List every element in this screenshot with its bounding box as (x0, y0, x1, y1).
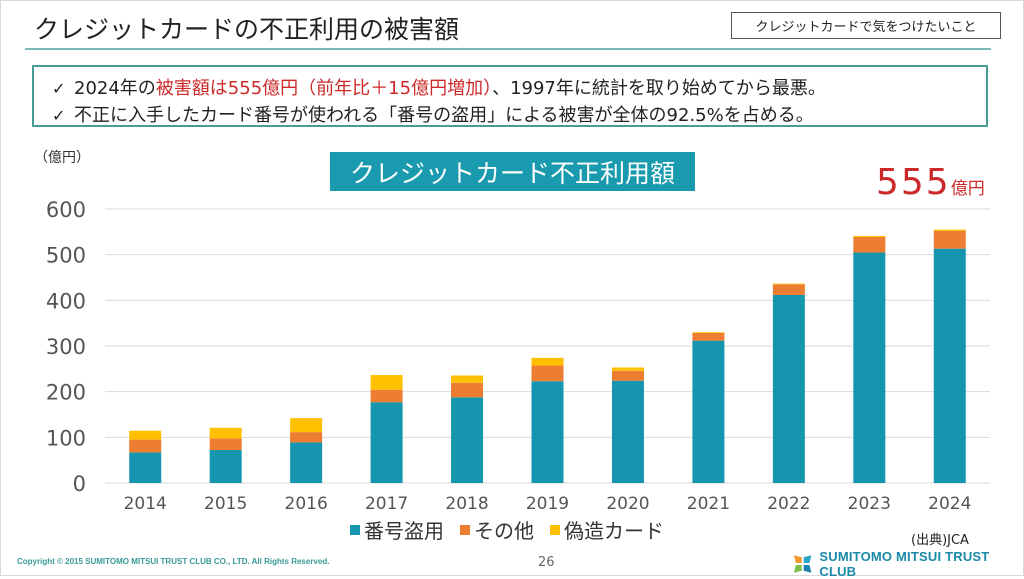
bar-segment-2020 (611, 367, 644, 371)
bar-segment-2015 (209, 438, 242, 451)
bar-segment-2018 (451, 375, 484, 383)
legend-label: 偽造カード (564, 519, 664, 543)
bar-segment-2020 (611, 380, 644, 483)
legend-swatch (550, 524, 560, 535)
copyright-text: Copyright © 2015 SUMITOMO MITSUI TRUST C… (17, 557, 330, 566)
y-tick-label: 0 (73, 472, 86, 496)
y-tick-label: 400 (46, 289, 86, 313)
source-note: (出典)JCA (911, 533, 969, 548)
total-callout: 555億円 (876, 162, 985, 203)
bar-segment-2019 (531, 357, 564, 366)
topic-tag-button[interactable]: クレジットカードで気をつけたいこと (731, 12, 1001, 39)
legend-label: 番号盗用 (364, 519, 444, 543)
summary-line-2: ✓ 不正に入手したカード番号が使われる「番号の盗用」による被害が全体の92.5%を… (52, 101, 814, 127)
bar-segment-2017 (370, 375, 403, 390)
bar-segment-2014 (129, 430, 162, 440)
bar-segment-2021 (692, 332, 725, 333)
legend-item: その他 (460, 515, 534, 544)
chart-title: クレジットカード不正利用額 (330, 152, 695, 191)
summary-line-1-post: 、1997年に統計を取り始めてから最悪。 (492, 78, 826, 99)
x-tick-label: 2020 (606, 494, 649, 514)
legend-item: 偽造カード (550, 515, 664, 544)
title-divider (25, 48, 991, 50)
bar-segment-2024 (933, 248, 966, 483)
chart-legend: 番号盗用 その他 偽造カード (350, 515, 664, 544)
y-tick-label: 500 (46, 244, 86, 268)
summary-line-1: ✓ 2024年の被害額は555億円（前年比＋15億円増加）、1997年に統計を取り… (52, 74, 826, 100)
bar-segment-2023 (853, 237, 886, 253)
bar-segment-2014 (129, 439, 162, 453)
company-logo: SUMITOMO MITSUI TRUST CLUB (792, 549, 1024, 579)
x-tick-label: 2022 (767, 494, 810, 514)
legend-item: 番号盗用 (350, 515, 444, 544)
bar-segment-2022 (772, 284, 805, 295)
x-tick-label: 2016 (285, 494, 328, 514)
bar-segment-2016 (290, 418, 323, 433)
x-tick-label: 2018 (445, 494, 488, 514)
summary-line-2-text: 不正に入手したカード番号が使われる「番号の盗用」による被害が全体の92.5%を占… (74, 105, 814, 126)
bar-segment-2015 (209, 450, 242, 483)
summary-line-1-highlight: 被害額は555億円（前年比＋15億円増加） (155, 78, 493, 99)
bar-segment-2016 (290, 432, 323, 443)
bar-segment-2020 (611, 370, 644, 381)
check-icon: ✓ (52, 106, 66, 125)
bar-segment-2024 (933, 229, 966, 231)
summary-line-1-pre: 2024年の (74, 78, 156, 99)
x-tick-label: 2015 (204, 494, 247, 514)
bar-segment-2017 (370, 402, 403, 483)
x-tick-label: 2017 (365, 494, 408, 514)
bar-segment-2022 (772, 283, 805, 285)
legend-swatch (350, 524, 360, 535)
page-title: クレジットカードの不正利用の被害額 (34, 15, 460, 44)
bar-segment-2021 (692, 332, 725, 341)
clover-logo-icon (793, 555, 812, 573)
legend-swatch (460, 524, 470, 535)
bar-segment-2018 (451, 382, 484, 398)
bar-segment-2022 (772, 294, 805, 483)
bar-segment-2017 (370, 389, 403, 403)
y-tick-label: 100 (46, 426, 86, 450)
x-tick-label: 2023 (848, 494, 891, 514)
x-tick-label: 2019 (526, 494, 569, 514)
x-tick-label: 2021 (687, 494, 730, 514)
y-tick-label: 200 (46, 381, 86, 405)
total-callout-unit: 億円 (950, 179, 985, 199)
bar-segment-2019 (531, 381, 564, 483)
summary-box: ✓ 2024年の被害額は555億円（前年比＋15億円増加）、1997年に統計を取り… (32, 65, 988, 127)
x-tick-label: 2024 (928, 494, 971, 514)
y-axis-unit-label: （億円） (34, 150, 90, 166)
bar-segment-2016 (290, 442, 323, 483)
total-callout-value: 555 (876, 162, 951, 203)
legend-label: その他 (474, 519, 534, 543)
bar-segment-2023 (853, 252, 886, 483)
page-number: 26 (538, 555, 555, 570)
check-icon: ✓ (52, 79, 66, 98)
bar-segment-2019 (531, 365, 564, 382)
bar-segment-2021 (692, 340, 725, 483)
bar-segment-2014 (129, 452, 162, 483)
y-tick-label: 300 (46, 335, 86, 359)
bar-segment-2015 (209, 427, 242, 439)
bar-segment-2023 (853, 235, 886, 238)
bar-segment-2024 (933, 230, 966, 249)
bar-segment-2018 (451, 397, 484, 483)
logo-text: SUMITOMO MITSUI TRUST CLUB (819, 549, 990, 579)
y-tick-label: 600 (46, 198, 86, 222)
x-tick-label: 2014 (124, 494, 167, 514)
